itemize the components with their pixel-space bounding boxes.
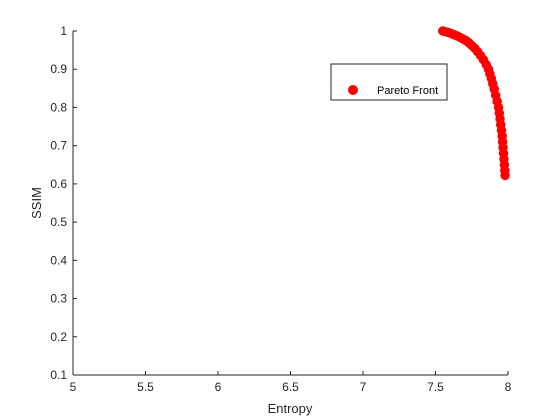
x-tick-label: 7.5 bbox=[427, 380, 444, 394]
ticks-layer: 5 5.5 6 6.5 7 7.5 8 0.1 0.2 0.3 0.4 0.5 0.6 0.7 0.8 0.9… bbox=[50, 24, 511, 394]
x-tick-label: 5.5 bbox=[137, 380, 154, 394]
x-tick-label: 8 bbox=[505, 380, 512, 394]
x-tick-label: 6 bbox=[215, 380, 222, 394]
legend-marker bbox=[348, 85, 358, 95]
legend-label: Pareto Front bbox=[377, 85, 438, 97]
y-tick-label: 1 bbox=[60, 24, 67, 38]
y-tick-label: 0.7 bbox=[50, 139, 67, 153]
y-tick-label: 0.3 bbox=[50, 292, 67, 306]
y-tick-label: 0.1 bbox=[50, 368, 67, 382]
y-tick-label: 0.9 bbox=[50, 62, 67, 76]
x-tick-label: 6.5 bbox=[282, 380, 299, 394]
y-tick-label: 0.8 bbox=[50, 100, 67, 114]
x-tick-label: 5 bbox=[70, 380, 77, 394]
y-tick-label: 0.4 bbox=[50, 253, 67, 267]
y-tick-label: 0.6 bbox=[50, 177, 67, 191]
y-tick-label: 0.5 bbox=[50, 215, 67, 229]
legend: Pareto Front bbox=[330, 63, 448, 101]
x-tick-label: 7 bbox=[360, 380, 367, 394]
x-axis-label: Entropy bbox=[268, 401, 313, 416]
y-tick-label: 0.2 bbox=[50, 330, 67, 344]
markers-layer bbox=[438, 26, 510, 181]
y-axis-label: SSIM bbox=[29, 187, 44, 219]
scatter-point bbox=[500, 170, 510, 181]
